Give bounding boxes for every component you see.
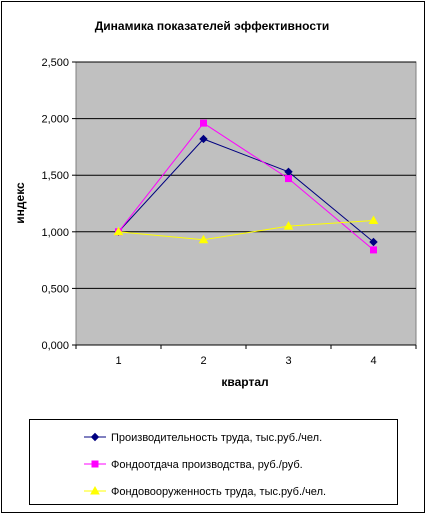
legend: Производительность труда, тыс.руб./чел. Ф…	[84, 432, 326, 498]
data-point	[113, 226, 124, 236]
x-axis-label: квартал	[221, 375, 268, 389]
data-point	[285, 175, 292, 183]
y-axis-ticks: 0,000 0,500 1,000 1,500 2,000 2,500	[41, 57, 76, 352]
y-tick-label: 2,500	[41, 57, 69, 69]
y-tick-label: 1,000	[41, 227, 69, 239]
legend-label: Производительность труда, тыс.руб./чел.	[111, 432, 322, 444]
legend-item: Производительность труда, тыс.руб./чел.	[84, 432, 322, 444]
series-lines	[113, 119, 379, 254]
data-point	[370, 246, 377, 254]
x-tick-label: 2	[200, 355, 206, 367]
x-axis-ticks: 1 2 3 4	[75, 344, 417, 367]
data-point	[369, 237, 378, 247]
legend-marker	[90, 485, 100, 495]
plot-area	[75, 61, 417, 346]
series-line	[118, 138, 374, 243]
legend-box	[29, 419, 398, 505]
y-axis-label: индекс	[13, 182, 27, 224]
data-point	[368, 215, 379, 224]
series-line	[118, 122, 374, 251]
data-point	[283, 221, 294, 230]
y-tick-label: 1,500	[41, 170, 69, 182]
y-tick-label: 2,000	[41, 114, 69, 126]
legend-item: Фондовооруженность труда, тыс.руб./чел.	[84, 485, 326, 498]
legend-marker	[91, 460, 99, 468]
legend-label: Фондоотдача производства, руб./руб.	[111, 459, 303, 471]
data-point	[198, 234, 209, 244]
legend-marker	[90, 432, 100, 442]
chart-title: Динамика показателей эффективности	[95, 19, 330, 33]
x-tick-label: 4	[370, 355, 376, 367]
gridlines	[76, 61, 416, 289]
series-3	[113, 215, 379, 244]
series-line	[118, 219, 374, 241]
x-tick-label: 1	[115, 355, 121, 367]
data-point	[200, 119, 207, 127]
x-tick-label: 3	[285, 355, 291, 367]
legend-label: Фондовооруженность труда, тыс.руб./чел.	[111, 486, 326, 498]
y-tick-label: 0,000	[41, 340, 69, 352]
data-point	[199, 134, 208, 144]
y-tick-label: 0,500	[41, 283, 69, 295]
legend-item: Фондоотдача производства, руб./руб.	[84, 459, 303, 471]
